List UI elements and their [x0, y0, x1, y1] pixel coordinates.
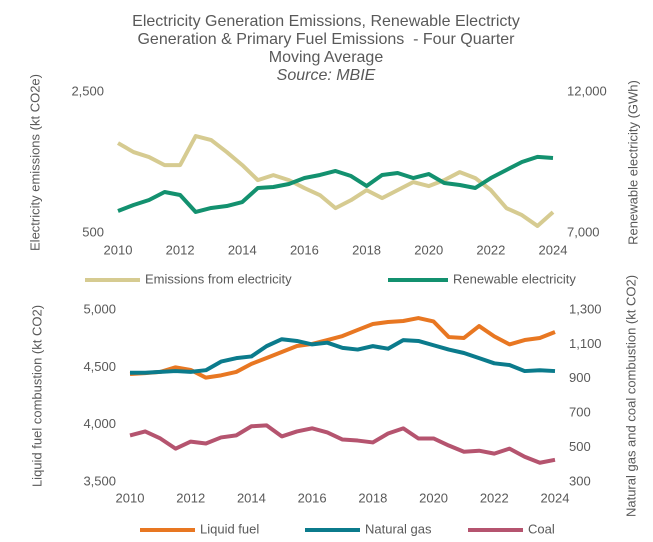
x-tick-label: 2022 [480, 490, 509, 505]
legend-label: Liquid fuel [200, 521, 259, 536]
y-tick-label: 2,500 [71, 83, 104, 98]
legend-label: Coal [528, 521, 555, 536]
x-tick-label: 2014 [237, 490, 266, 505]
x-tick-label: 2010 [116, 490, 145, 505]
y-tick-label: 5,000 [83, 301, 116, 316]
x-tick-label: 2022 [476, 242, 505, 257]
x-tick-label: 2012 [176, 490, 205, 505]
x-tick-label: 2024 [539, 242, 568, 257]
series-line [130, 337, 556, 375]
y-axis-label: Liquid fuel combustion (kt CO2) [29, 305, 44, 487]
x-tick-label: 2018 [358, 490, 387, 505]
series-line [129, 316, 556, 380]
series-line [129, 423, 556, 465]
y2-tick-label: 1,300 [569, 301, 602, 316]
chart-title: Moving Average [269, 49, 384, 66]
y-axis-label: Electricity emissions (kt CO2e) [27, 74, 42, 251]
x-tick-label: 2014 [228, 242, 257, 257]
x-tick-label: 2012 [166, 242, 195, 257]
x-tick-label: 2020 [419, 490, 448, 505]
y2-tick-label: 12,000 [567, 83, 607, 98]
y2-tick-label: 700 [569, 405, 591, 420]
y2-tick-label: 900 [569, 370, 591, 385]
x-tick-label: 2016 [298, 490, 327, 505]
chart-subtitle: Source: MBIE [277, 67, 376, 84]
y2-axis-label: Renewable electricity (GWh) [625, 80, 640, 245]
x-tick-label: 2010 [104, 242, 133, 257]
y2-tick-label: 300 [569, 473, 591, 488]
legend-label: Natural gas [365, 521, 432, 536]
y-tick-label: 500 [82, 224, 104, 239]
chart-title: Electricity Generation Emissions, Renewa… [132, 13, 520, 30]
x-tick-label: 2024 [541, 490, 570, 505]
x-tick-label: 2020 [414, 242, 443, 257]
x-tick-label: 2016 [290, 242, 319, 257]
y-tick-label: 3,500 [83, 473, 116, 488]
y2-axis-label: Natural gas and coal combustion (kt CO2) [623, 275, 638, 517]
chart-title: Generation & Primary Fuel Emissions - Fo… [137, 31, 515, 48]
y2-tick-label: 500 [569, 439, 591, 454]
y2-tick-label: 7,000 [567, 224, 600, 239]
series-line [116, 134, 555, 228]
legend-label: Renewable electricity [453, 271, 576, 286]
y2-tick-label: 1,100 [569, 336, 602, 351]
y-tick-label: 4,000 [83, 416, 116, 431]
series-line [117, 154, 554, 214]
y-tick-label: 4,500 [83, 359, 116, 374]
x-tick-label: 2018 [352, 242, 381, 257]
legend-label: Emissions from electricity [145, 271, 292, 286]
